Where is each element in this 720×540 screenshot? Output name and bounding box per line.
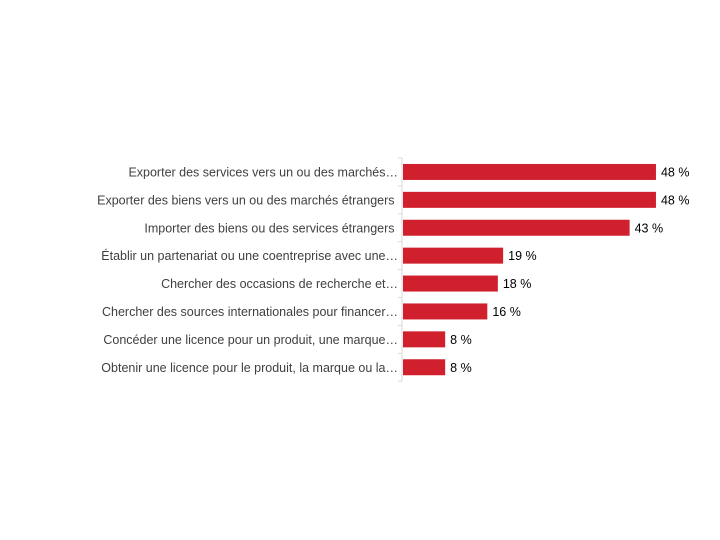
category-label: Importer des biens ou des services étran… [144, 221, 398, 235]
bar [403, 163, 656, 180]
bar [403, 275, 498, 292]
data-label: 48 % [661, 193, 690, 207]
data-label: 16 % [492, 305, 521, 319]
data-label: 8 % [450, 333, 472, 347]
data-label: 18 % [503, 277, 532, 291]
data-label: 48 % [661, 165, 690, 179]
data-label: 19 % [508, 249, 537, 263]
category-label: Chercher des sources internationales pou… [102, 305, 398, 319]
bar [403, 219, 630, 236]
bar [403, 359, 446, 376]
bar [403, 191, 656, 208]
data-label: 8 % [450, 361, 472, 375]
bar [403, 247, 504, 264]
category-label: Établir un partenariat ou une coentrepri… [101, 248, 398, 263]
bar [403, 303, 488, 320]
category-label: Exporter des biens vers un ou des marché… [97, 193, 398, 207]
category-label: Exporter des services vers un ou des mar… [128, 165, 398, 179]
category-label: Concéder une licence pour un produit, un… [103, 333, 398, 347]
bar [403, 331, 446, 348]
data-label: 43 % [635, 221, 664, 235]
category-label: Obtenir une licence pour le produit, la … [101, 361, 398, 375]
category-label: Chercher des occasions de recherche et… [161, 277, 398, 291]
